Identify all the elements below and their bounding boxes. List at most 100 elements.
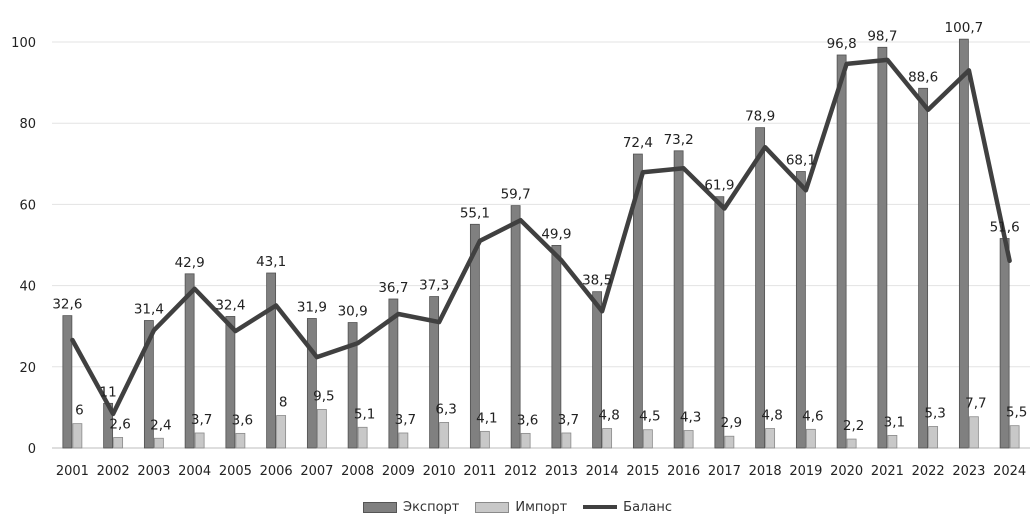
export-bar [836, 54, 847, 449]
import-data-label: 4,5 [639, 409, 660, 425]
import-data-label: 4,1 [476, 410, 497, 426]
x-tick-label: 2017 [708, 464, 741, 479]
balance-line [70, 57, 1012, 417]
bars [62, 38, 1020, 449]
export-data-label: 31,9 [297, 299, 327, 315]
export-data-label: 32,4 [215, 297, 245, 313]
y-tick-label: 40 [19, 280, 36, 295]
export-data-label: 43,1 [256, 254, 286, 270]
x-tick-label: 2014 [586, 464, 619, 479]
x-tick-label: 2024 [993, 464, 1026, 479]
import-bar [805, 428, 816, 449]
import-bar [765, 428, 776, 449]
import-bar [642, 429, 653, 449]
export-bar [306, 318, 317, 449]
legend-item-balance: Баланс [583, 500, 672, 515]
x-tick-label: 2001 [56, 464, 89, 479]
data-labels: 32,6 6 11 2,6 31,4 2,4 42,9 3,7 32,4 3,6 43,1 8 31,9… [52, 20, 1027, 434]
legend-item-export: Экспорт [363, 500, 459, 515]
x-tick-label: 2021 [871, 464, 904, 479]
import-data-label: 4,8 [598, 408, 619, 424]
import-data-label: 3,7 [395, 412, 416, 428]
export-bar [795, 171, 806, 449]
import-bar [683, 430, 694, 449]
export-data-label: 37,3 [419, 278, 449, 294]
import-bar [194, 432, 205, 449]
x-tick-label: 2003 [137, 464, 170, 479]
export-data-label: 32,6 [52, 297, 82, 313]
x-tick-label: 2006 [260, 464, 293, 479]
x-tick-label: 2012 [504, 464, 537, 479]
y-axis: 0 20 40 60 80 100 [11, 36, 36, 457]
import-data-label: 6,3 [435, 401, 456, 417]
import-bar [1009, 425, 1020, 449]
import-data-label: 3,6 [232, 412, 253, 428]
export-data-label: 98,7 [867, 28, 897, 44]
grid-lines [52, 41, 1030, 449]
import-data-label: 7,7 [965, 396, 986, 412]
export-bar [225, 316, 236, 449]
balance-line-group [70, 57, 1012, 417]
export-data-label: 59,7 [501, 187, 531, 203]
export-bar [429, 296, 440, 449]
import-bar [846, 438, 857, 449]
import-data-label: 9,5 [313, 388, 334, 404]
export-bar [388, 298, 399, 449]
import-bar [398, 432, 409, 449]
x-tick-label: 2002 [97, 464, 130, 479]
import-bar [561, 432, 572, 449]
import-data-label: 2,6 [109, 416, 130, 432]
import-data-label: 3,6 [517, 412, 538, 428]
import-bar [724, 435, 735, 449]
export-bar [62, 315, 73, 449]
x-tick-label: 2013 [545, 464, 578, 479]
export-bar [918, 87, 929, 449]
export-data-label: 51,6 [990, 220, 1020, 236]
x-tick-label: 2004 [178, 464, 211, 479]
export-data-label: 73,2 [664, 132, 694, 148]
import-bar [276, 415, 287, 449]
x-tick-label: 2015 [626, 464, 659, 479]
import-data-label: 2,4 [150, 417, 171, 433]
export-bar [958, 38, 969, 449]
export-bar [266, 272, 277, 449]
x-tick-label: 2023 [952, 464, 985, 479]
import-bar [72, 423, 83, 449]
export-bar [551, 245, 562, 449]
import-bar [968, 416, 979, 449]
x-tick-label: 2005 [219, 464, 252, 479]
x-tick-label: 2008 [341, 464, 374, 479]
import-data-label: 5,3 [924, 405, 945, 421]
export-data-label: 11 [100, 384, 117, 400]
y-tick-label: 0 [28, 442, 36, 457]
export-bar [592, 291, 603, 449]
x-tick-label: 2007 [300, 464, 333, 479]
export-data-label: 96,8 [827, 36, 857, 52]
import-data-label: 5,5 [1006, 405, 1027, 421]
export-data-label: 72,4 [623, 135, 653, 151]
export-data-label: 30,9 [338, 304, 368, 320]
x-tick-label: 2019 [789, 464, 822, 479]
import-bar [602, 428, 613, 449]
import-bar [316, 409, 327, 449]
export-bar [673, 150, 684, 449]
export-data-label: 31,4 [134, 302, 164, 318]
x-tick-label: 2016 [667, 464, 700, 479]
export-bar [143, 320, 154, 449]
legend-label-export: Экспорт [403, 499, 460, 515]
export-data-label: 88,6 [908, 69, 938, 85]
export-data-label: 42,9 [175, 255, 205, 271]
import-bar [113, 437, 124, 449]
import-data-label: 4,3 [680, 410, 701, 426]
x-tick-label: 2009 [382, 464, 415, 479]
x-tick-label: 2018 [749, 464, 782, 479]
export-data-label: 49,9 [541, 226, 571, 242]
export-bar [877, 46, 888, 449]
export-data-label: 100,7 [945, 20, 984, 36]
x-axis: 2001 2002 2003 2004 2005 2006 2007 2008 2009 2010… [56, 464, 1026, 479]
x-tick-label: 2022 [912, 464, 945, 479]
import-data-label: 3,7 [191, 412, 212, 428]
y-tick-label: 20 [19, 361, 36, 376]
legend-item-import: Импорт [475, 500, 567, 515]
